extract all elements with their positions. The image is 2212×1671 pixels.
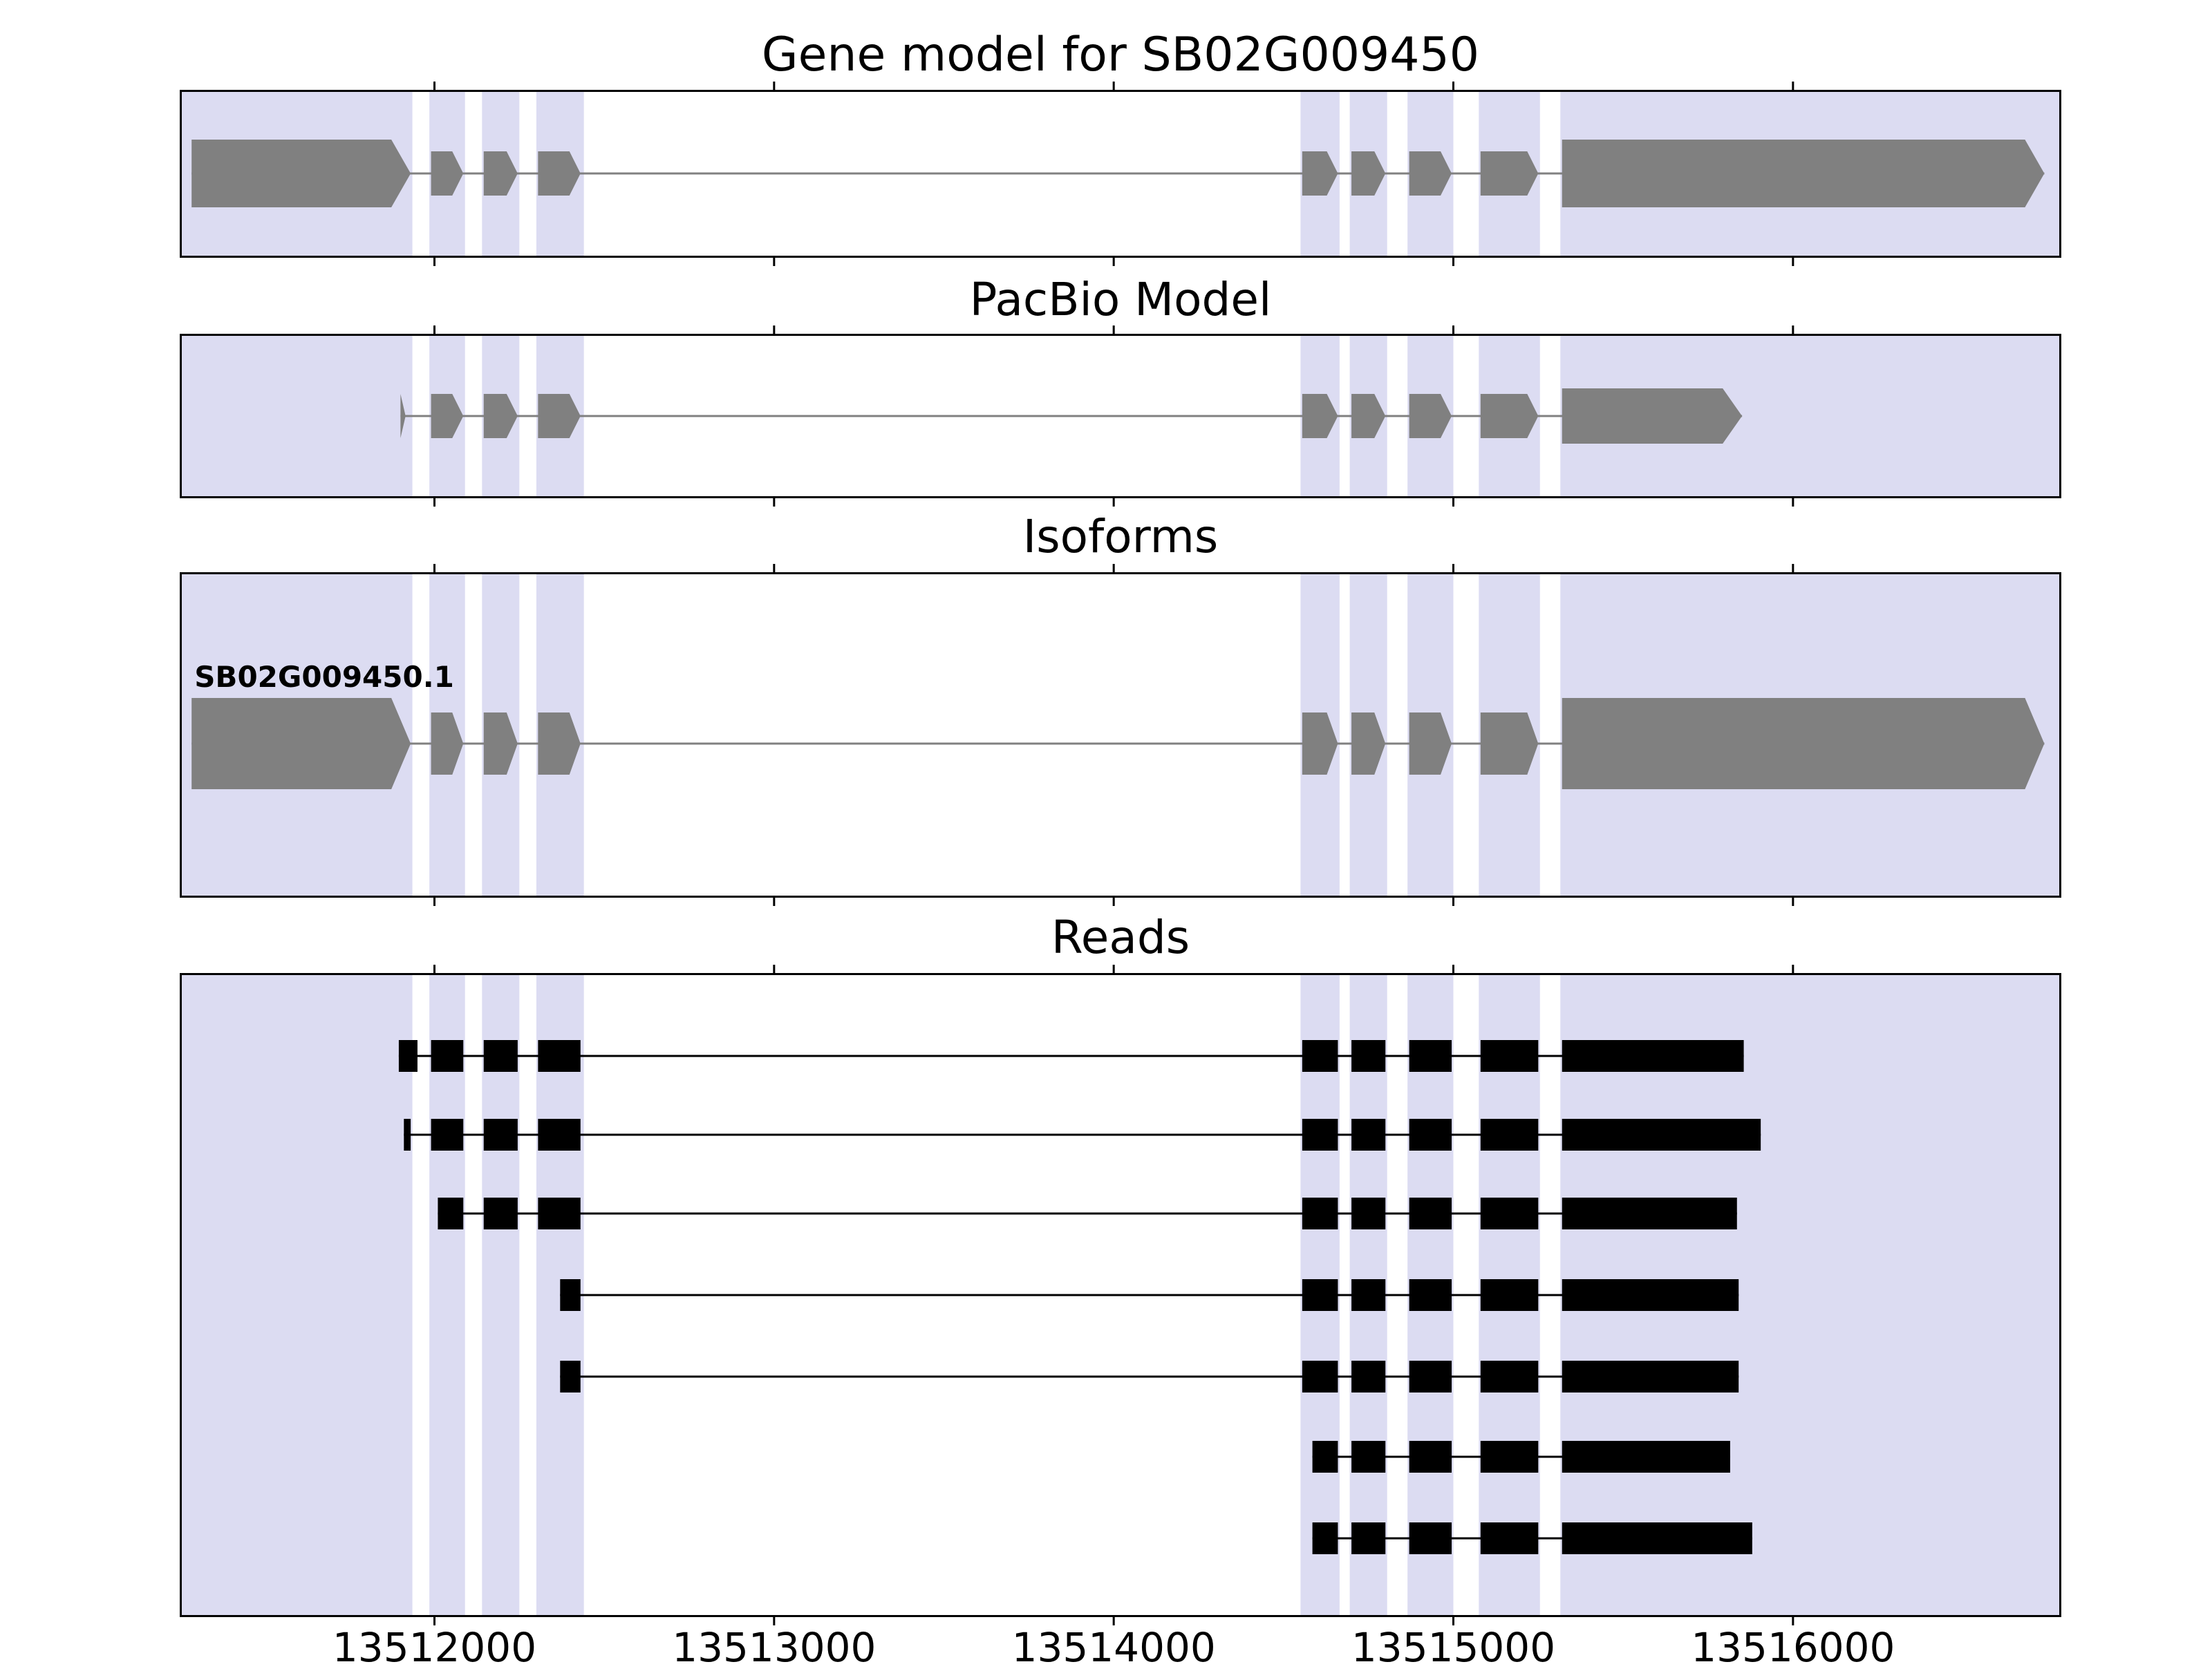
read-exon-block: [1302, 1119, 1338, 1151]
read-exon-block: [1409, 1119, 1452, 1151]
read-exon-block: [1562, 1522, 1752, 1554]
isoform-label: SB02G009450.1: [194, 660, 454, 694]
exon-block: [483, 712, 518, 775]
panel-isoforms: SB02G009450.1: [180, 564, 2061, 906]
exon-block: [1480, 712, 1539, 775]
exon-block: [1480, 394, 1539, 438]
exon-block: [538, 712, 581, 775]
exon-block: [1562, 388, 1743, 444]
x-tick-label: 13516000: [1691, 1624, 1895, 1671]
exon-block: [1480, 151, 1539, 196]
panel-title-gene-model: Gene model for SB02G009450: [761, 28, 1480, 82]
panel-frame: [180, 572, 2061, 898]
panel-frame: [180, 334, 2061, 498]
panel-frame: [180, 973, 2061, 1617]
x-axis-tick-labels: 13512000 13513000 13514000 13515000 13516000: [0, 1624, 2212, 1671]
read-exon-block: [1480, 1119, 1539, 1151]
exon-block: [483, 151, 518, 196]
x-tick-label: 13515000: [1351, 1624, 1556, 1671]
exon-block: [1351, 394, 1386, 438]
read-exon-block: [538, 1198, 581, 1229]
exon-block: [483, 394, 518, 438]
highlight-band: [429, 973, 465, 1617]
read-exon-block: [1562, 1361, 1739, 1392]
read-exon-block: [1562, 1441, 1730, 1473]
read-exon-block: [1312, 1441, 1338, 1473]
read-exon-block: [1562, 1198, 1737, 1229]
read-exon-block: [1562, 1119, 1761, 1151]
highlight-band: [482, 973, 520, 1617]
read-exon-block: [483, 1040, 518, 1072]
read-exon-block: [538, 1040, 581, 1072]
x-tick-label: 13513000: [672, 1624, 877, 1671]
read-exon-block: [1351, 1040, 1386, 1072]
x-tick-label: 13514000: [1011, 1624, 1216, 1671]
exon-block: [431, 151, 464, 196]
read-exon-block: [438, 1198, 464, 1229]
exon-block: [191, 698, 411, 789]
panel-pacbio-model: [180, 325, 2061, 507]
highlight-band: [180, 973, 413, 1617]
exon-block: [1409, 394, 1452, 438]
read-exon-block: [1302, 1361, 1338, 1392]
exon-block: [538, 151, 581, 196]
read-exon-block: [1409, 1522, 1452, 1554]
read-exon-block: [1480, 1522, 1539, 1554]
highlight-band: [180, 334, 413, 498]
read-exon-block: [404, 1119, 411, 1151]
read-exon-block: [431, 1040, 464, 1072]
read-exon-block: [538, 1119, 581, 1151]
read-exon-block: [560, 1279, 581, 1311]
read-exon-block: [1302, 1040, 1338, 1072]
read-exon-block: [1351, 1361, 1386, 1392]
exon-block: [1409, 712, 1452, 775]
panel-gene-model: [180, 82, 2061, 266]
exon-block: [538, 394, 581, 438]
panel-title-isoforms: Isoforms: [1022, 510, 1219, 563]
exon-block: [191, 140, 411, 207]
read-exon-block: [1302, 1279, 1338, 1311]
read-exon-block: [398, 1040, 418, 1072]
read-exon-block: [1312, 1522, 1338, 1554]
read-exon-block: [483, 1198, 518, 1229]
panel-title-pacbio: PacBio Model: [969, 273, 1272, 326]
read-exon-block: [1409, 1198, 1452, 1229]
read-exon-block: [1351, 1119, 1386, 1151]
panel-title-reads: Reads: [1051, 911, 1190, 964]
exon-block: [1302, 394, 1338, 438]
read-exon-block: [1480, 1198, 1539, 1229]
read-exon-block: [1351, 1279, 1386, 1311]
read-exon-block: [1351, 1198, 1386, 1229]
read-exon-block: [560, 1361, 581, 1392]
read-exon-block: [1409, 1040, 1452, 1072]
exon-block: [1302, 151, 1338, 196]
exon-block: [431, 712, 464, 775]
exon-block: [400, 394, 406, 438]
read-exon-block: [1351, 1522, 1386, 1554]
exon-block: [1562, 698, 2045, 789]
read-exon-block: [1480, 1441, 1539, 1473]
x-tick-label: 13512000: [332, 1624, 537, 1671]
exon-block: [1351, 151, 1386, 196]
panel-reads: [180, 965, 2061, 1625]
exon-block: [1351, 712, 1386, 775]
exon-block: [431, 394, 464, 438]
read-exon-block: [1409, 1279, 1452, 1311]
read-exon-block: [431, 1119, 464, 1151]
exon-block: [1302, 712, 1338, 775]
read-exon-block: [1351, 1441, 1386, 1473]
read-exon-block: [1480, 1279, 1539, 1311]
read-exon-block: [483, 1119, 518, 1151]
read-exon-block: [1302, 1198, 1338, 1229]
exon-block: [1562, 140, 2045, 207]
read-exon-block: [1562, 1279, 1739, 1311]
exon-block: [1409, 151, 1452, 196]
read-exon-block: [1409, 1361, 1452, 1392]
read-exon-block: [1562, 1040, 1744, 1072]
read-exon-block: [1409, 1441, 1452, 1473]
panel-frame: [180, 90, 2061, 258]
read-exon-block: [1480, 1361, 1539, 1392]
read-exon-block: [1480, 1040, 1539, 1072]
